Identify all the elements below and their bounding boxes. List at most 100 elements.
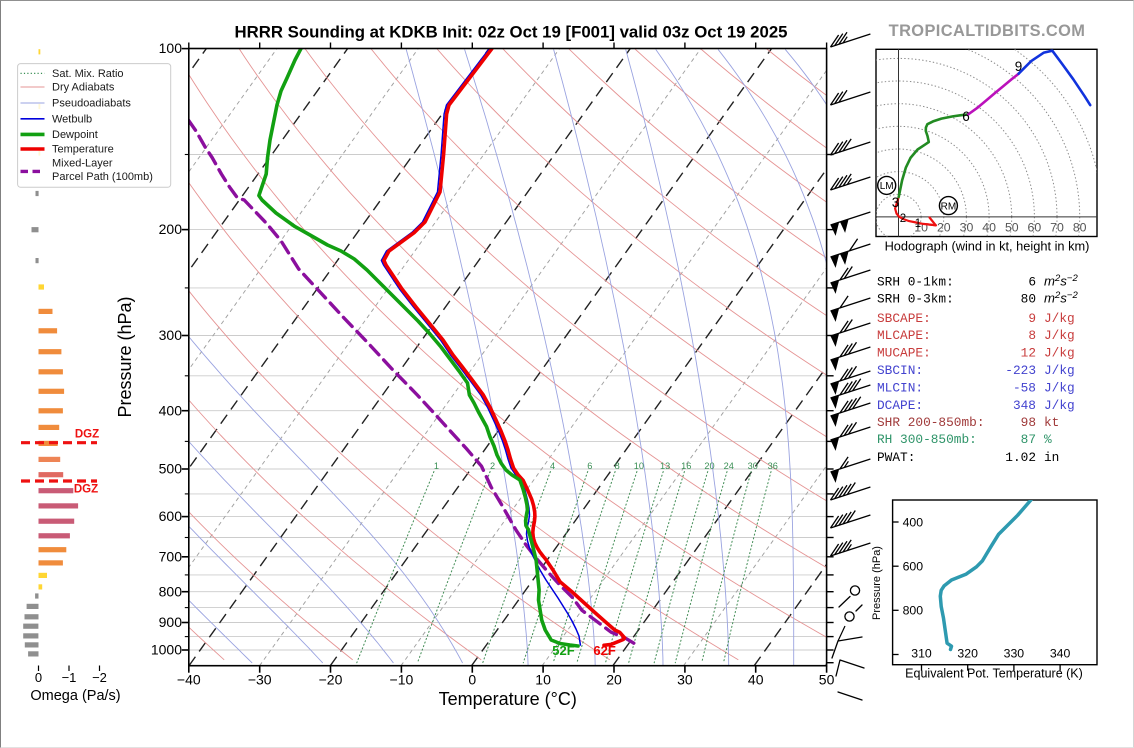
svg-text:Hodograph (wind in kt, height: Hodograph (wind in kt, height in km) (884, 238, 1089, 253)
svg-text:−1: −1 (61, 670, 76, 685)
svg-text:J/kg: J/kg (1044, 345, 1075, 360)
svg-text:Omega (Pa/s): Omega (Pa/s) (30, 688, 120, 704)
svg-text:6: 6 (587, 461, 592, 471)
svg-text:200: 200 (158, 221, 182, 237)
svg-text:Parcel Path (100mb): Parcel Path (100mb) (52, 171, 153, 183)
svg-text:−20: −20 (318, 671, 342, 687)
svg-text:HRRR Sounding at KDKB Init: 02: HRRR Sounding at KDKB Init: 02z Oct 19 [… (234, 22, 787, 41)
svg-text:6: 6 (962, 109, 970, 124)
svg-text:900: 900 (158, 614, 182, 630)
svg-text:2: 2 (489, 461, 494, 471)
svg-text:kt: kt (1044, 415, 1059, 430)
svg-text:800: 800 (158, 583, 182, 599)
svg-text:6: 6 (1028, 274, 1036, 289)
svg-text:62F: 62F (593, 643, 615, 658)
svg-text:Pressure (hPa): Pressure (hPa) (115, 296, 135, 417)
svg-text:J/kg: J/kg (1044, 398, 1075, 413)
svg-text:36: 36 (767, 461, 777, 471)
svg-text:1000: 1000 (150, 641, 181, 657)
svg-text:300: 300 (158, 327, 182, 343)
svg-text:in: in (1044, 450, 1059, 465)
svg-text:320: 320 (957, 646, 978, 660)
svg-text:−30: −30 (247, 671, 271, 687)
svg-text:0: 0 (468, 671, 476, 687)
svg-text:Temperature (°C): Temperature (°C) (438, 689, 576, 709)
svg-text:MUCAPE:: MUCAPE: (877, 345, 931, 360)
svg-text:DGZ: DGZ (73, 483, 97, 495)
svg-text:1: 1 (433, 461, 438, 471)
svg-text:10: 10 (633, 461, 643, 471)
svg-text:SBCIN:: SBCIN: (877, 362, 923, 377)
svg-text:12: 12 (1020, 345, 1035, 360)
svg-text:Pseudoadiabats: Pseudoadiabats (52, 97, 131, 109)
svg-text:RH 300-850mb:: RH 300-850mb: (877, 432, 977, 447)
svg-text:Sat. Mix. Ratio: Sat. Mix. Ratio (52, 68, 124, 80)
svg-text:m2s−2: m2s−2 (1044, 272, 1078, 288)
svg-text:70: 70 (1050, 220, 1064, 234)
svg-text:SBCAPE:: SBCAPE: (877, 310, 931, 325)
svg-text:50: 50 (1004, 220, 1018, 234)
svg-text:J/kg: J/kg (1044, 328, 1075, 343)
svg-text:20: 20 (606, 671, 622, 687)
svg-text:87: 87 (1020, 432, 1035, 447)
svg-text:Pressure (hPa): Pressure (hPa) (871, 546, 883, 620)
svg-text:MLCIN:: MLCIN: (877, 380, 923, 395)
svg-text:1.02: 1.02 (1005, 450, 1036, 465)
svg-text:52F: 52F (552, 643, 574, 658)
svg-text:-223: -223 (1005, 362, 1036, 377)
svg-text:330: 330 (1003, 646, 1024, 660)
svg-text:80: 80 (1072, 220, 1086, 234)
svg-text:SRH 0-3km:: SRH 0-3km: (877, 291, 954, 306)
svg-text:3: 3 (891, 195, 899, 210)
svg-text:400: 400 (902, 515, 923, 529)
svg-text:30: 30 (747, 461, 757, 471)
svg-text:Equivalent Pot. Temperature (K: Equivalent Pot. Temperature (K) (905, 666, 1083, 680)
svg-text:−2: −2 (92, 670, 107, 685)
svg-text:100: 100 (158, 40, 182, 56)
svg-text:600: 600 (902, 559, 923, 573)
svg-text:30: 30 (959, 220, 973, 234)
svg-text:m2s−2: m2s−2 (1044, 290, 1078, 306)
svg-text:PWAT:: PWAT: (877, 450, 915, 465)
svg-text:DGZ: DGZ (74, 428, 98, 440)
svg-text:310: 310 (911, 646, 932, 660)
svg-text:Mixed-Layer: Mixed-Layer (52, 157, 113, 169)
svg-text:Dewpoint: Dewpoint (52, 129, 98, 141)
svg-text:2: 2 (899, 213, 905, 225)
svg-text:Wetbulb: Wetbulb (52, 113, 92, 125)
svg-text:13: 13 (659, 461, 669, 471)
svg-text:98: 98 (1020, 415, 1035, 430)
svg-text:SHR 200-850mb:: SHR 200-850mb: (877, 415, 985, 430)
svg-text:−10: −10 (389, 671, 413, 687)
svg-text:SRH 0-1km:: SRH 0-1km: (877, 274, 954, 289)
svg-text:TROPICALTIDBITS.COM: TROPICALTIDBITS.COM (888, 22, 1085, 40)
svg-text:MLCAPE:: MLCAPE: (877, 328, 931, 343)
svg-text:40: 40 (747, 671, 763, 687)
svg-text:20: 20 (704, 461, 714, 471)
svg-text:24: 24 (723, 461, 733, 471)
svg-text:700: 700 (158, 548, 182, 564)
svg-text:500: 500 (158, 460, 182, 476)
svg-text:8: 8 (1028, 328, 1036, 343)
svg-text:9: 9 (1014, 59, 1022, 74)
svg-text:30: 30 (677, 671, 693, 687)
svg-text:400: 400 (158, 402, 182, 418)
svg-text:1: 1 (914, 218, 920, 230)
svg-text:340: 340 (1049, 646, 1070, 660)
svg-text:4: 4 (550, 461, 555, 471)
svg-text:9: 9 (1028, 310, 1036, 325)
svg-text:20: 20 (936, 220, 950, 234)
svg-text:40: 40 (982, 220, 996, 234)
svg-text:Dry Adiabats: Dry Adiabats (52, 81, 115, 93)
svg-text:600: 600 (158, 508, 182, 524)
svg-text:-58: -58 (1012, 380, 1035, 395)
svg-text:16: 16 (681, 461, 691, 471)
svg-text:80: 80 (1020, 291, 1035, 306)
svg-text:0: 0 (34, 670, 41, 685)
svg-text:%: % (1044, 432, 1052, 447)
svg-text:348: 348 (1012, 398, 1035, 413)
svg-text:−40: −40 (176, 671, 200, 687)
svg-text:50: 50 (818, 671, 834, 687)
svg-text:10: 10 (535, 671, 551, 687)
svg-text:8: 8 (614, 461, 619, 471)
